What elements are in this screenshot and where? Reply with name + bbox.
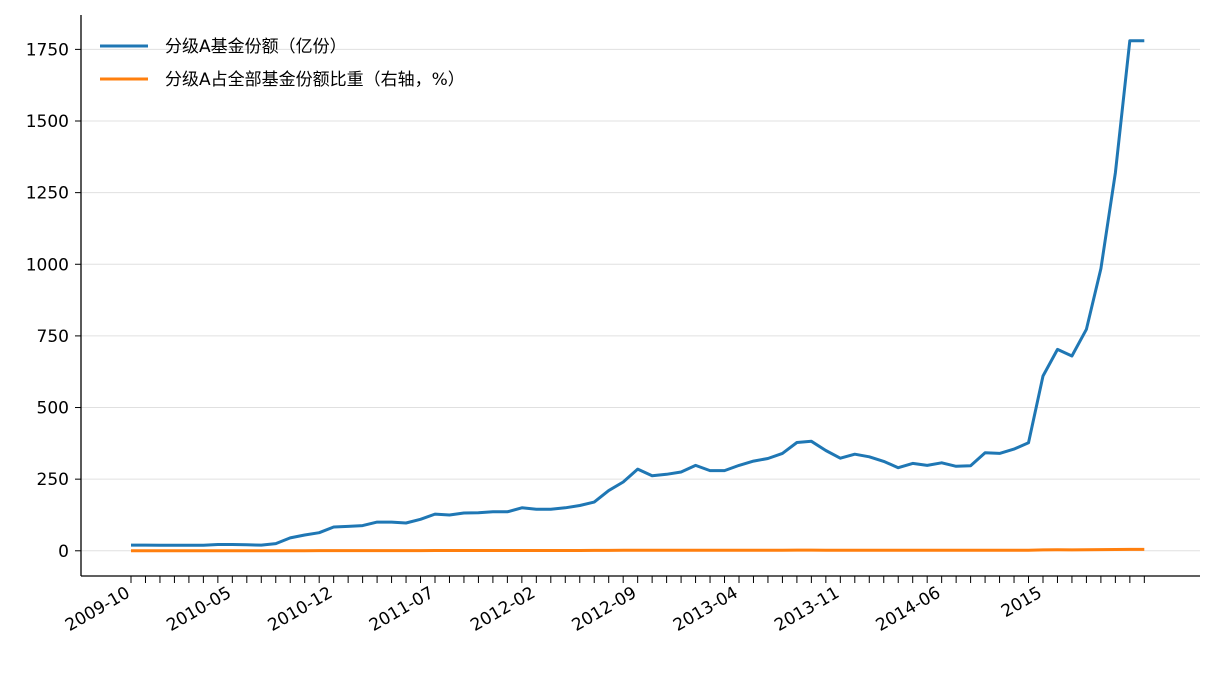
x-tick-label: 2015: [998, 583, 1045, 622]
x-tick-label: 2009-10: [62, 583, 134, 636]
y-tick-label: 500: [37, 399, 69, 419]
legend-label: 分级A基金份额（亿份）: [165, 37, 347, 57]
legend-label: 分级A占全部基金份额比重（右轴，%）: [165, 70, 465, 90]
x-tick-label: 2014-06: [873, 583, 945, 636]
y-tick-label: 1500: [26, 112, 69, 132]
line: [131, 39, 1145, 547]
y-tick-label: 0: [58, 542, 69, 562]
x-tick-label: 2013-11: [771, 583, 843, 636]
x-tick-label: 2013-04: [670, 583, 742, 636]
y-tick-label: 250: [37, 470, 69, 490]
x-tick-label: 2010-12: [265, 583, 337, 636]
x-tick-label: 2012-09: [569, 583, 641, 636]
y-tick-label: 1000: [26, 255, 69, 275]
y-tick-label: 1250: [26, 184, 69, 204]
line: [131, 547, 1145, 553]
x-tick-label: 2010-05: [163, 583, 235, 636]
x-tick-label: 2011-07: [366, 583, 438, 636]
y-tick-label: 750: [37, 327, 69, 347]
x-tick-label: 2012-02: [467, 583, 539, 636]
y-tick-label: 1750: [26, 40, 69, 60]
